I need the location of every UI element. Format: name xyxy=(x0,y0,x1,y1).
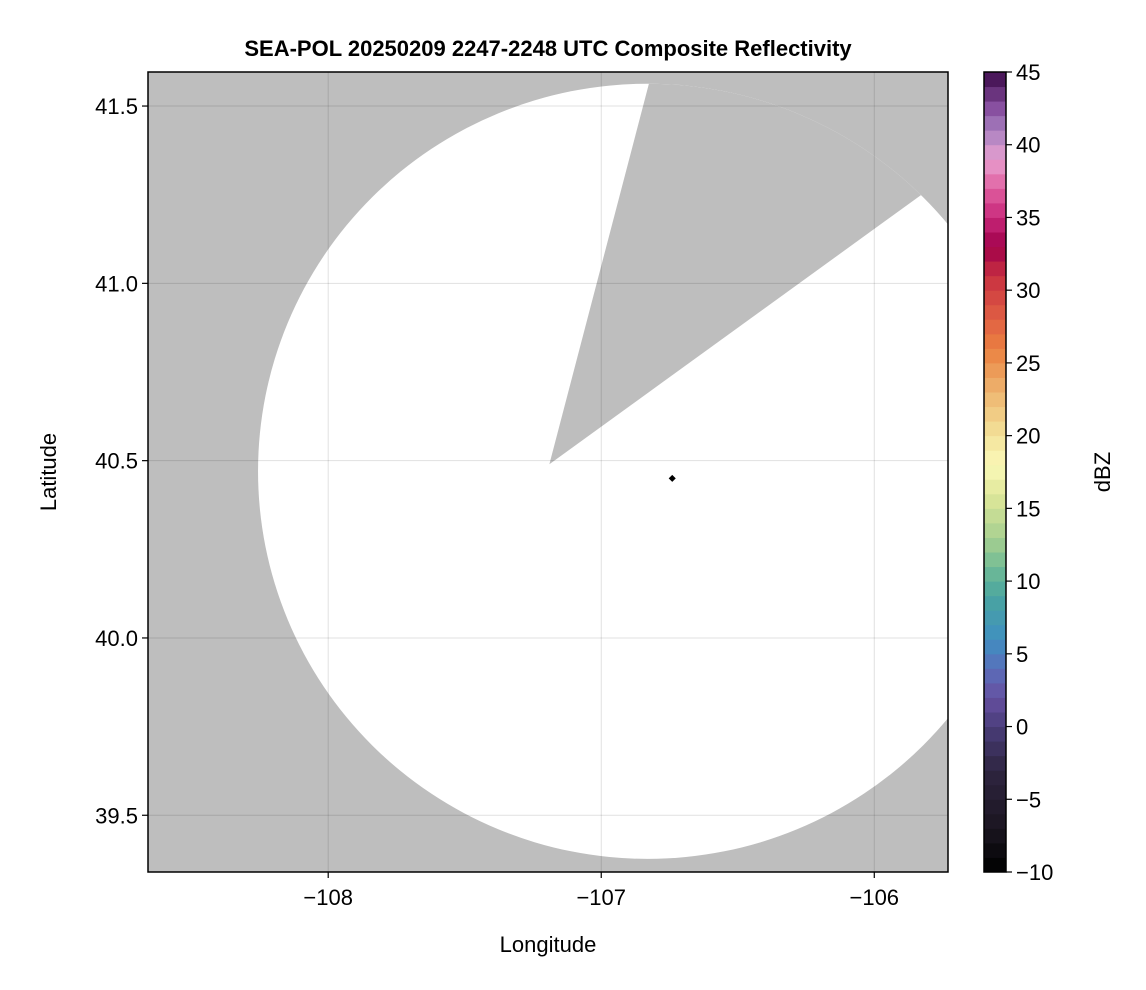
colorbar-bin xyxy=(984,537,1006,553)
colorbar-frame xyxy=(983,71,1007,873)
colorbar-bin xyxy=(984,377,1006,393)
colorbar-bin xyxy=(984,86,1006,102)
colorbar-bin xyxy=(984,319,1006,335)
colorbar-bin xyxy=(984,522,1006,538)
colorbar-bin xyxy=(984,624,1006,640)
x-axis-label: Longitude xyxy=(500,932,597,957)
colorbar-bin xyxy=(984,392,1006,408)
y-tick-label: 40.0 xyxy=(95,626,138,651)
colorbar-bin xyxy=(984,552,1006,568)
colorbar-tick-label: 30 xyxy=(1016,278,1040,303)
colorbar-bin xyxy=(984,828,1006,844)
colorbar-bin xyxy=(984,566,1006,582)
colorbar-bin xyxy=(984,115,1006,131)
colorbar-bin xyxy=(984,144,1006,160)
y-tick-label: 40.5 xyxy=(95,449,138,474)
radar-coverage-circle xyxy=(258,83,1038,859)
colorbar-bin xyxy=(984,275,1006,291)
colorbar-bin xyxy=(984,610,1006,626)
colorbar-bin xyxy=(984,479,1006,495)
colorbar-bin xyxy=(984,697,1006,713)
colorbar-bin xyxy=(984,726,1006,742)
colorbar-tick-label: 5 xyxy=(1016,642,1028,667)
colorbar-bin xyxy=(984,581,1006,597)
colorbar-bin xyxy=(984,130,1006,146)
colorbar-bin xyxy=(984,712,1006,728)
x-tick-label: −107 xyxy=(576,885,626,910)
colorbar-bin xyxy=(984,595,1006,611)
colorbar-tick-label: 10 xyxy=(1016,569,1040,594)
colorbar-bin xyxy=(984,464,1006,480)
colorbar-bin xyxy=(984,682,1006,698)
y-tick-label: 41.0 xyxy=(95,271,138,296)
colorbar-bin xyxy=(984,304,1006,320)
colorbar-tick-label: 25 xyxy=(1016,351,1040,376)
colorbar-bin xyxy=(984,842,1006,858)
colorbar-bin xyxy=(984,741,1006,757)
colorbar-bin xyxy=(984,813,1006,829)
colorbar-bin xyxy=(984,232,1006,248)
colorbar-tick-label: 0 xyxy=(1016,715,1028,740)
y-tick-label: 41.5 xyxy=(95,94,138,119)
colorbar-bin xyxy=(984,857,1006,873)
y-axis-label: Latitude xyxy=(36,433,61,511)
colorbar-bin xyxy=(984,508,1006,524)
colorbar-bin xyxy=(984,246,1006,262)
y-tick-label: 39.5 xyxy=(95,803,138,828)
colorbar-bin xyxy=(984,188,1006,204)
colorbar-bin xyxy=(984,435,1006,451)
colorbar-tick-label: 40 xyxy=(1016,133,1040,158)
colorbar-bin xyxy=(984,202,1006,218)
colorbar-bin xyxy=(984,362,1006,378)
colorbar-bin xyxy=(984,348,1006,364)
colorbar-bin xyxy=(984,668,1006,684)
radar-location-marker xyxy=(668,474,676,482)
colorbar-bin xyxy=(984,333,1006,349)
colorbar-bin xyxy=(984,450,1006,466)
colorbar-bin xyxy=(984,799,1006,815)
colorbar-bin xyxy=(984,159,1006,175)
colorbar-bin xyxy=(984,290,1006,306)
colorbar-bin xyxy=(984,639,1006,655)
x-tick-label: −106 xyxy=(849,885,899,910)
colorbar-tick-label: 35 xyxy=(1016,205,1040,230)
colorbar-bin xyxy=(984,406,1006,422)
chart-title: SEA-POL 20250209 2247-2248 UTC Composite… xyxy=(244,36,852,61)
colorbar-tick-label: 45 xyxy=(1016,60,1040,85)
colorbar-bin xyxy=(984,653,1006,669)
colorbar-bin xyxy=(984,770,1006,786)
colorbar-bin xyxy=(984,173,1006,189)
colorbar-label: dBZ xyxy=(1090,452,1115,492)
colorbar-bin xyxy=(984,755,1006,771)
colorbar-bin xyxy=(984,217,1006,233)
x-tick-label: −108 xyxy=(303,885,353,910)
colorbar-tick-label: 15 xyxy=(1016,496,1040,521)
colorbar-bin xyxy=(984,493,1006,509)
colorbar-tick-label: −10 xyxy=(1016,860,1053,885)
colorbar-bin xyxy=(984,261,1006,277)
colorbar-bin xyxy=(984,101,1006,117)
blocked-sector xyxy=(549,83,1038,465)
colorbar-tick-label: 20 xyxy=(1016,424,1040,449)
colorbar-bin xyxy=(984,421,1006,437)
plot-frame xyxy=(147,71,949,873)
colorbar-bin xyxy=(984,72,1006,88)
colorbar-bin xyxy=(984,784,1006,800)
colorbar-tick-label: −5 xyxy=(1016,787,1041,812)
